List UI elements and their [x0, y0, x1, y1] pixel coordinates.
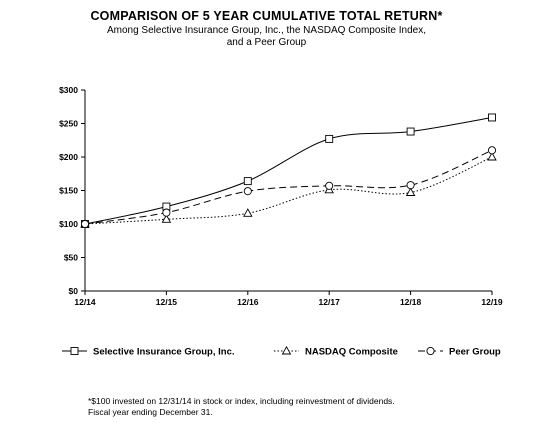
data-point	[325, 181, 334, 190]
series-line	[84, 116, 493, 225]
series-2	[80, 146, 497, 229]
x-tick-label: 12/14	[74, 297, 96, 307]
legend-entry-2: Peer Group	[418, 347, 501, 358]
data-point	[325, 134, 334, 143]
footnote-line-2: Fiscal year ending December 31.	[88, 406, 213, 417]
legend-label: Selective Insurance Group, Inc.	[93, 347, 235, 358]
y-tick-label: $0	[69, 286, 79, 296]
y-tick-label: $200	[59, 152, 78, 162]
chart-subtitle-line-1: Among Selective Insurance Group, Inc., t…	[106, 25, 427, 36]
y-tick-label: $250	[59, 119, 78, 129]
chart-subtitle-line-2: and a Peer Group	[226, 36, 307, 48]
series-line	[84, 149, 493, 225]
y-tick-label: $300	[59, 85, 78, 95]
data-point	[406, 127, 415, 136]
x-tick-label: 12/16	[237, 297, 259, 307]
legend-marker	[426, 346, 435, 356]
x-tick-label: 12/18	[400, 297, 422, 307]
series-line	[84, 156, 493, 225]
y-tick-label: $50	[64, 253, 78, 263]
legend-marker	[70, 347, 79, 355]
legend-label: NASDAQ Composite	[305, 347, 398, 358]
data-point	[243, 187, 252, 196]
series-1	[80, 151, 497, 228]
data-point	[80, 219, 90, 229]
x-tick-label: 12/19	[481, 297, 503, 307]
legend-entry-1: NASDAQ Composite	[274, 345, 398, 358]
y-tick-label: $100	[59, 219, 78, 229]
chart-subtitle: Among Selective Insurance Group, Inc., t…	[0, 25, 533, 48]
data-point	[406, 181, 415, 190]
x-tick-label: 12/17	[319, 297, 341, 307]
legend-marker	[281, 345, 292, 355]
footnote-line-1: *$100 invested on 12/31/14 in stock or i…	[88, 396, 395, 406]
data-point	[487, 146, 497, 155]
footnote: *$100 invested on 12/31/14 in stock or i…	[88, 396, 395, 417]
data-point	[243, 177, 252, 186]
chart-title: COMPARISON OF 5 YEAR CUMULATIVE TOTAL RE…	[90, 9, 443, 23]
x-tick-label: 12/15	[156, 297, 178, 307]
data-point	[487, 151, 497, 161]
legend-entry-0: Selective Insurance Group, Inc.	[62, 347, 235, 358]
data-point	[405, 187, 416, 196]
data-point	[243, 208, 253, 217]
y-tick-label: $150	[59, 186, 78, 196]
data-point	[488, 113, 496, 122]
legend-label: Peer Group	[449, 347, 501, 358]
series-0	[81, 113, 496, 228]
data-point	[161, 214, 172, 223]
data-point	[162, 208, 171, 217]
